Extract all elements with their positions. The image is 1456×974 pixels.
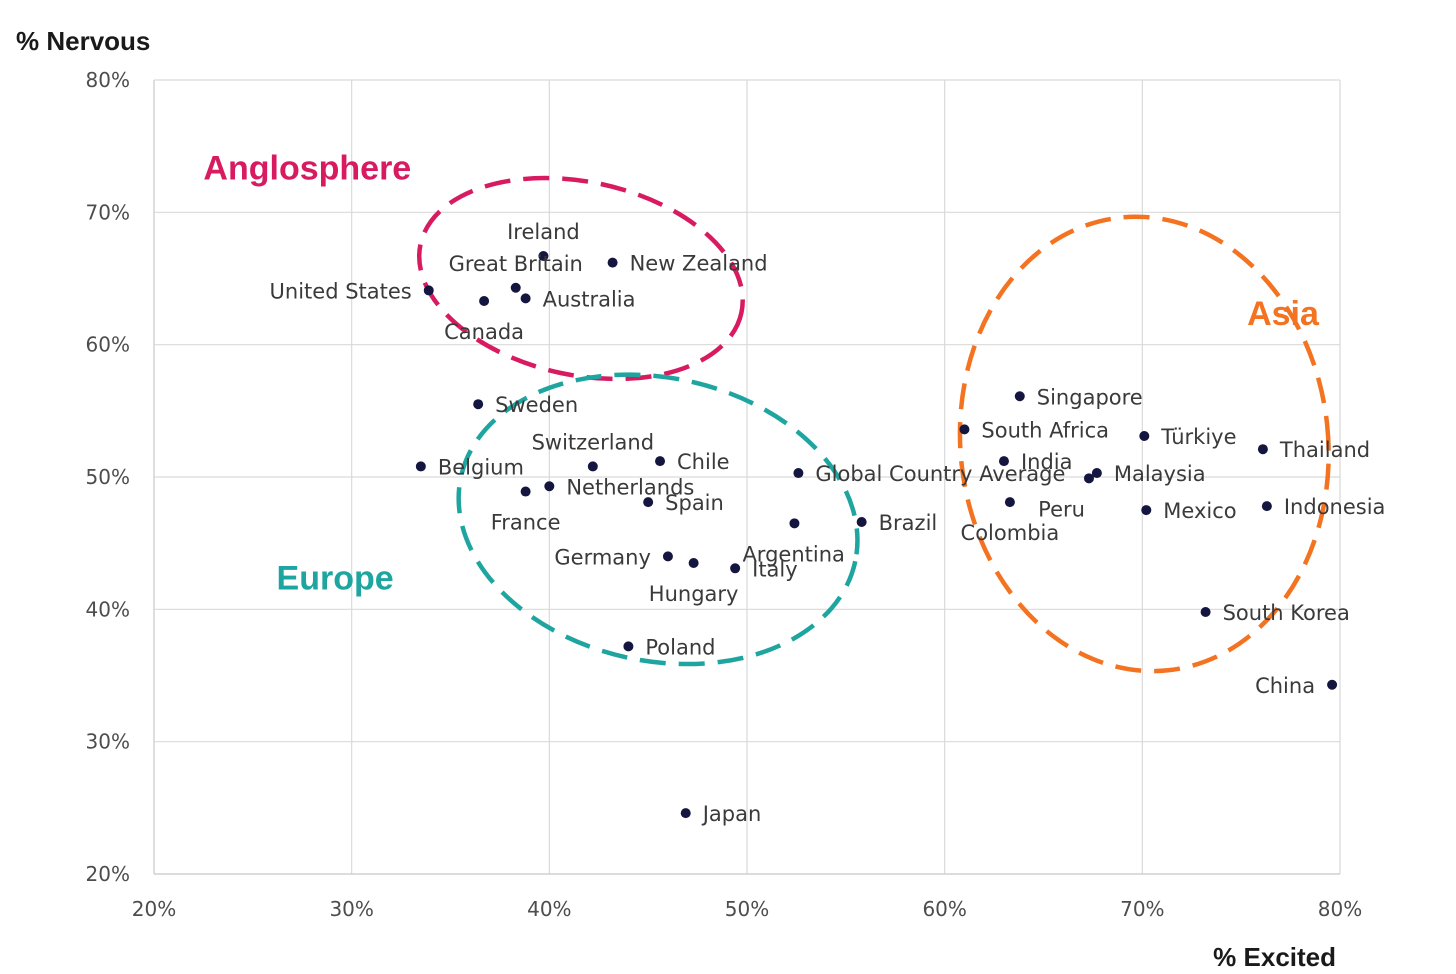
point-japan (680, 808, 691, 819)
axis-ticks: 20% 30% 40% 50% 60% 70% 80% 20% 30% 40% 50% 60% 70% 8… (86, 68, 1363, 921)
europe-ellipse (456, 372, 860, 667)
point-label-australia: Australia (543, 287, 636, 311)
data-points: Ireland New Zealand Great Britain United St… (270, 220, 1386, 826)
point-label-canada: Canada (444, 320, 524, 344)
point-label-peru: Peru (1038, 497, 1085, 521)
point-new-zealand (607, 257, 618, 268)
point-label-india: India (1021, 450, 1073, 474)
point-italy (730, 563, 741, 574)
point-label-china: China (1255, 674, 1315, 698)
anglosphere-group-label: Anglosphere (203, 149, 411, 187)
asia-group-label: Asia (1247, 295, 1320, 333)
group-labels: Anglosphere Europe Asia (203, 149, 1320, 597)
y-tick-label: 50% (86, 465, 130, 489)
point-indonesia (1261, 501, 1272, 512)
point-label-argentina: Argentina (742, 542, 844, 566)
point-ireland (538, 251, 549, 262)
point-label-south-korea: South Korea (1223, 601, 1350, 625)
x-tick-label: 60% (922, 897, 966, 921)
point-label-japan: Japan (701, 802, 762, 826)
point-label-new-zealand: New Zealand (630, 252, 768, 276)
anglosphere-ellipse (416, 175, 745, 382)
x-tick-label: 70% (1120, 897, 1164, 921)
point-label-poland: Poland (645, 635, 715, 659)
x-axis-title: % Excited (1213, 942, 1336, 972)
point-south-africa (959, 424, 970, 435)
y-axis-title: % Nervous (16, 26, 150, 56)
y-tick-label: 30% (86, 730, 130, 754)
point-label-south-africa: South Africa (981, 418, 1109, 442)
asia-ellipse (957, 214, 1331, 674)
point-label-netherlands: Netherlands (566, 475, 694, 499)
point-label-great-britain: Great Britain (449, 252, 583, 276)
point-label-global-country-average: Global Country Average (815, 462, 1065, 486)
point-label-singapore: Singapore (1037, 385, 1143, 409)
point-label-france: France (491, 511, 561, 535)
point-label-italy: Italy (752, 557, 798, 581)
point-france (520, 486, 531, 497)
point-mexico (1141, 505, 1152, 516)
point-türkiye (1139, 430, 1150, 441)
point-malaysia (1091, 468, 1102, 479)
point-label-germany: Germany (554, 545, 651, 569)
y-tick-label: 70% (86, 200, 130, 224)
point-label-switzerland: Switzerland (532, 430, 655, 454)
point-label-mexico: Mexico (1163, 499, 1236, 523)
point-singapore (1014, 391, 1025, 402)
point-hungary (688, 558, 699, 569)
point-australia (520, 293, 531, 304)
point-sweden (473, 399, 484, 410)
group-ellipses (416, 175, 1331, 674)
point-chile (655, 456, 666, 467)
point-label-indonesia: Indonesia (1284, 495, 1386, 519)
point-peru (1083, 473, 1094, 484)
point-brazil (856, 516, 867, 527)
y-tick-label: 80% (86, 68, 130, 92)
point-india (998, 456, 1009, 467)
point-colombia (1004, 497, 1015, 508)
x-tick-label: 80% (1318, 897, 1362, 921)
x-tick-label: 20% (132, 897, 176, 921)
point-label-thailand: Thailand (1279, 438, 1370, 462)
point-switzerland (587, 461, 598, 472)
point-label-belgium: Belgium (438, 455, 524, 479)
point-label-united-states: United States (270, 279, 412, 303)
x-tick-label: 30% (329, 897, 373, 921)
grid-lines (153, 79, 1341, 875)
point-label-ireland: Ireland (507, 220, 580, 244)
point-canada (479, 295, 490, 306)
point-poland (623, 641, 634, 652)
point-label-sweden: Sweden (495, 393, 578, 417)
point-united-states (423, 285, 434, 296)
point-thailand (1257, 444, 1268, 455)
y-tick-label: 20% (86, 862, 130, 886)
y-tick-label: 40% (86, 597, 130, 621)
x-tick-label: 40% (527, 897, 571, 921)
point-label-brazil: Brazil (879, 511, 938, 535)
point-label-türkiye: Türkiye (1160, 425, 1236, 449)
point-label-malaysia: Malaysia (1114, 462, 1206, 486)
point-global-country-average (793, 468, 804, 479)
point-spain (643, 497, 654, 508)
point-belgium (415, 461, 426, 472)
point-netherlands (544, 481, 555, 492)
europe-group-label: Europe (277, 559, 394, 597)
x-tick-label: 50% (725, 897, 769, 921)
point-label-spain: Spain (665, 491, 724, 515)
point-germany (662, 551, 673, 562)
point-argentina (789, 518, 800, 529)
point-label-colombia: Colombia (961, 521, 1060, 545)
point-china (1327, 679, 1338, 690)
point-great-britain (510, 282, 521, 293)
y-tick-label: 60% (86, 333, 130, 357)
point-label-chile: Chile (677, 450, 730, 474)
point-label-hungary: Hungary (649, 582, 739, 606)
point-south-korea (1200, 606, 1211, 617)
